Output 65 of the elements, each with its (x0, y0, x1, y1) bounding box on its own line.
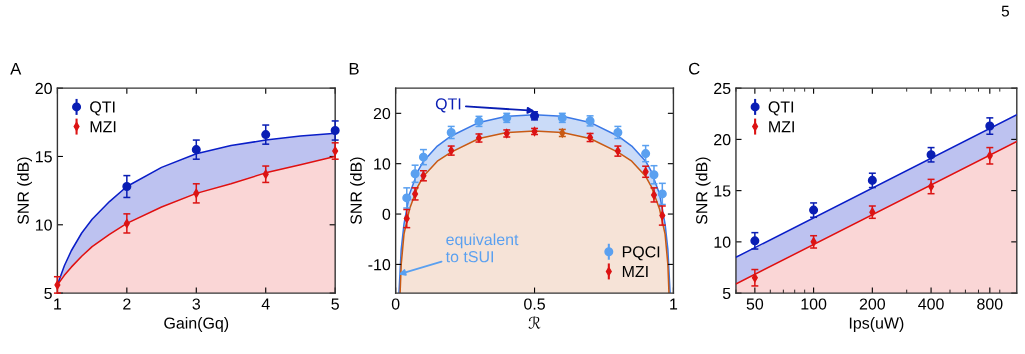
point (867, 175, 877, 185)
point (926, 150, 936, 160)
x-tick-label: 4 (261, 298, 270, 310)
x-axis-title: Ips(uW) (849, 317, 904, 332)
legend-label: PQCI (622, 246, 660, 261)
x-tick-label: 100 (801, 298, 827, 310)
point (261, 130, 271, 140)
legend-label: MZI (90, 121, 116, 133)
y-tick-label: 20 (35, 82, 52, 95)
y-tick-label: 15 (714, 185, 731, 197)
x-tick-label: 5 (331, 298, 339, 310)
y-tick-label: 10 (374, 158, 391, 170)
y-tick-label: 15 (35, 151, 52, 163)
x-tick-label: 0 (391, 298, 400, 310)
y-tick-label: 25 (714, 82, 731, 95)
x-tick-label: 400 (918, 298, 944, 310)
point (330, 125, 340, 136)
point (193, 188, 200, 198)
y-axis-title: SNR (dB) (350, 157, 365, 225)
x-tick-label: 0.5 (524, 298, 545, 310)
y-tick-label: 5 (44, 287, 52, 300)
point (750, 236, 760, 246)
x-tick-label: 200 (859, 298, 886, 310)
point (191, 145, 201, 155)
x-tick-label: 50 (746, 298, 764, 310)
annotation: equivalent to tSUI (445, 233, 519, 263)
point (985, 121, 995, 131)
annotation: QTI (435, 98, 461, 113)
y-tick-label: 20 (373, 107, 391, 120)
point (809, 205, 819, 215)
legend-label: QTI (768, 101, 794, 116)
legend-label: MZI (769, 121, 794, 133)
legend-label: QTI (90, 101, 115, 116)
point (657, 189, 667, 199)
y-tick-label: 0 (382, 208, 391, 220)
chart-title: B (349, 62, 359, 75)
x-tick-label: 1 (670, 298, 678, 310)
point (410, 169, 420, 179)
point (418, 152, 428, 162)
legend-label: MZI (622, 266, 648, 278)
point (122, 182, 132, 192)
x-tick-label: 2 (123, 298, 131, 310)
y-axis-title: SNR (dB) (17, 157, 32, 225)
y-tick-label: 20 (714, 134, 731, 146)
y-tick-label: -10 (368, 259, 391, 271)
x-tick-label: 800 (977, 298, 1003, 310)
point (332, 146, 339, 156)
point (54, 280, 61, 290)
y-tick-label: 10 (714, 236, 731, 248)
chart-title: A (10, 62, 22, 75)
point (262, 169, 269, 179)
x-axis-title: ℛ (528, 316, 541, 329)
x-axis-title: Gain(Gq) (164, 317, 229, 332)
point (751, 273, 758, 283)
point (649, 170, 659, 180)
x-tick-label: 1 (54, 298, 62, 310)
y-tick-label: 5 (722, 287, 731, 300)
y-axis-title: SNR (dB) (695, 157, 711, 225)
x-tick-label: 3 (192, 298, 201, 310)
point (402, 193, 412, 203)
point (986, 151, 993, 161)
point (641, 149, 651, 159)
y-tick-label: 10 (35, 219, 52, 231)
text: 5 (1001, 5, 1009, 17)
chart-title: C (689, 62, 700, 75)
